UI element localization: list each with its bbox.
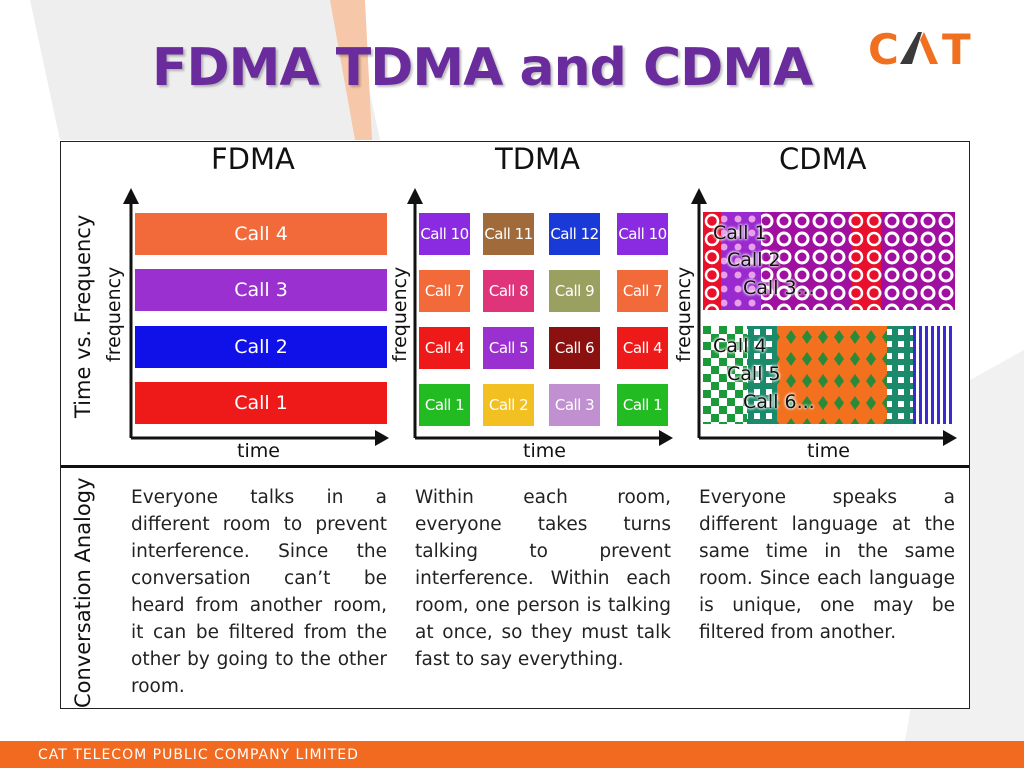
svg-text:C: C: [868, 25, 900, 74]
tdma-cell: Call 4: [419, 327, 470, 369]
tdma-title: TDMA: [495, 142, 580, 176]
cdma-x-axis-label: time: [807, 440, 850, 462]
axes: [123, 188, 957, 446]
tdma-cell: Call 6: [549, 327, 600, 369]
tdma-cell: Call 1: [419, 384, 470, 426]
cdma-label-call-2: Call 2: [727, 249, 781, 271]
svg-text:T: T: [942, 25, 971, 74]
cat-logo: C T: [868, 25, 971, 74]
cdma-label-call-5: Call 5: [727, 363, 781, 385]
fdma-bar-call-2: Call 2: [135, 326, 387, 368]
tdma-cell: Call 7: [419, 270, 470, 312]
fdma-title: FDMA: [211, 142, 295, 176]
tdma-cell: Call 8: [483, 270, 534, 312]
cdma-bottom-pattern: [703, 326, 955, 424]
slide-title: FDMA TDMA and CDMA: [152, 38, 813, 98]
tdma-cell: Call 9: [549, 270, 600, 312]
cdma-title: CDMA: [779, 142, 867, 176]
cdma-label-call-3: Call 3...: [743, 277, 815, 299]
footer-company-name: CAT TELECOM PUBLIC COMPANY LIMITED: [38, 747, 359, 763]
cdma-label-call-4: Call 4: [713, 335, 767, 357]
cdma-top-pattern: [703, 212, 955, 310]
row-divider: [61, 465, 969, 468]
fdma-analogy-text: Everyone talks in a different room to pr…: [131, 487, 387, 697]
cdma-label-call-1: Call 1: [713, 222, 767, 244]
tdma-x-axis-label: time: [523, 440, 566, 462]
tdma-cell: Call 10: [617, 213, 668, 255]
tdma-cell: Call 5: [483, 327, 534, 369]
row-label-conversation-analogy: Conversation Analogy: [71, 477, 95, 709]
fdma-bar-call-4: Call 4: [135, 213, 387, 255]
tdma-cell: Call 7: [617, 270, 668, 312]
fdma-x-axis-label: time: [237, 440, 280, 462]
tdma-cell: Call 4: [617, 327, 668, 369]
cdma-label-call-6: Call 6...: [743, 391, 815, 413]
tdma-cell: Call 12: [549, 213, 600, 255]
tdma-cell: Call 11: [483, 213, 534, 255]
diagram-panel: FDMA TDMA CDMA Time vs. Frequency Conver…: [60, 141, 970, 709]
fdma-bar-call-3: Call 3: [135, 269, 387, 311]
tdma-cell: Call 10: [419, 213, 470, 255]
tdma-analogy-text: Within each room, everyone takes turns t…: [415, 487, 671, 670]
tdma-cell: Call 2: [483, 384, 534, 426]
fdma-bar-call-1: Call 1: [135, 382, 387, 424]
tdma-cell: Call 1: [617, 384, 668, 426]
tdma-cell: Call 3: [549, 384, 600, 426]
cdma-analogy-text: Everyone speaks a different language at …: [699, 487, 955, 643]
footer-bar: [0, 741, 1024, 768]
